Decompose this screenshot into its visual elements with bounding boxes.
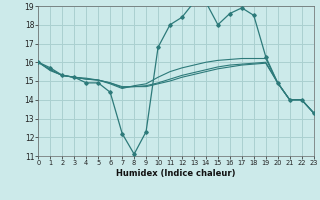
X-axis label: Humidex (Indice chaleur): Humidex (Indice chaleur)	[116, 169, 236, 178]
